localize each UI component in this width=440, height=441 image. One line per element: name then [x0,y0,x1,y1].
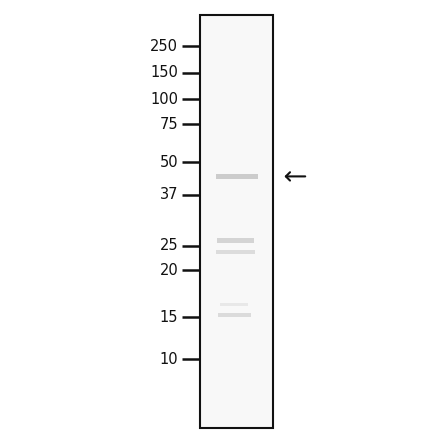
Bar [217,238,254,243]
Text: 20: 20 [159,263,178,278]
Bar [216,250,255,254]
Text: 250: 250 [150,39,178,54]
Text: 50: 50 [160,155,178,170]
Bar [216,173,258,179]
Text: 100: 100 [150,92,178,107]
Bar [218,313,251,317]
Bar [220,303,249,306]
Bar [200,15,273,428]
Text: 10: 10 [160,352,178,367]
Text: 75: 75 [160,117,178,132]
Text: 150: 150 [150,65,178,80]
Text: 37: 37 [160,187,178,202]
Text: 25: 25 [160,238,178,253]
Text: 15: 15 [160,310,178,325]
